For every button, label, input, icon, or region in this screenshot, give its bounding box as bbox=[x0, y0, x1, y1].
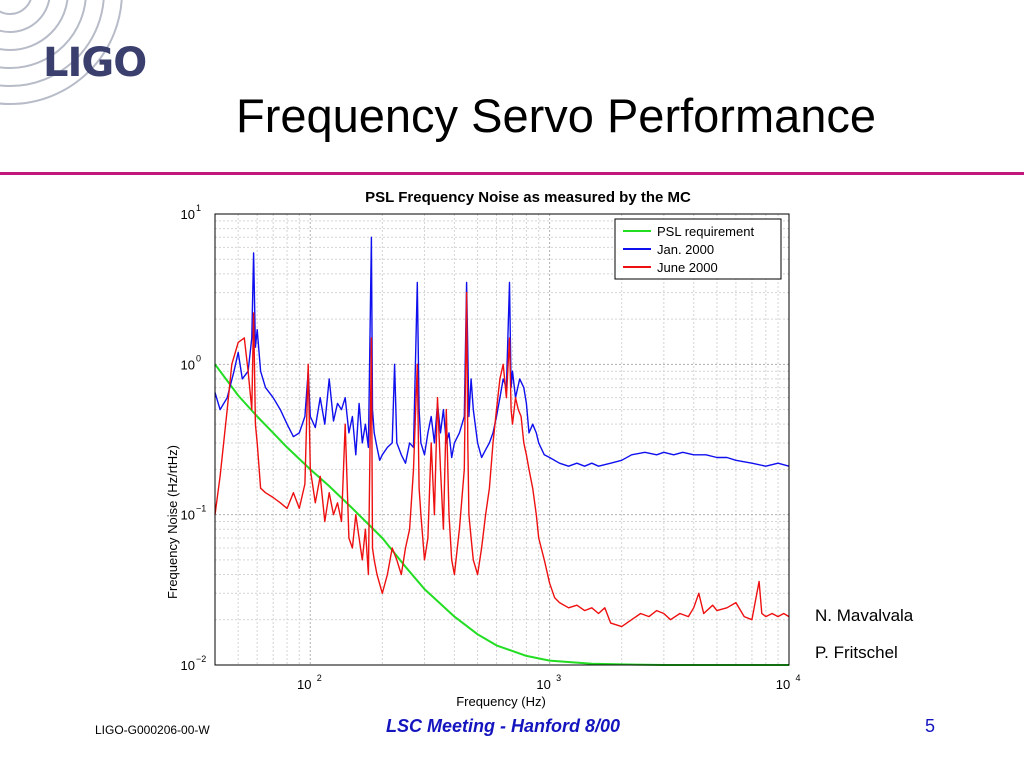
page-title: Frequency Servo Performance bbox=[236, 89, 877, 142]
logo-arcs-icon bbox=[0, 0, 123, 105]
series-line-3 bbox=[214, 291, 790, 628]
chart-x-label: Frequency (Hz) bbox=[456, 694, 546, 709]
ligo-logo: LIGO bbox=[0, 0, 170, 110]
author-credit-2: P. Fritschel bbox=[815, 643, 898, 662]
legend-label: June 2000 bbox=[657, 260, 718, 275]
y-tick-label: 10 bbox=[181, 207, 195, 222]
y-tick-exponent: −1 bbox=[196, 504, 206, 514]
meeting-label: LSC Meeting - Hanford 8/00 bbox=[386, 716, 621, 736]
x-tick-label: 10 bbox=[776, 677, 790, 692]
y-tick-label: 10 bbox=[181, 357, 195, 372]
y-tick-exponent: 0 bbox=[196, 353, 201, 363]
noise-chart: PSL Frequency Noise as measured by the M… bbox=[165, 189, 801, 709]
chart-y-label: Frequency Noise (Hz/rtHz) bbox=[165, 445, 180, 599]
chart-tick-labels: 10 2 10 3 10 410 −210 −110 010 1 bbox=[181, 203, 801, 692]
x-tick-exponent: 4 bbox=[795, 673, 800, 683]
plot-frame bbox=[214, 213, 790, 666]
chart-series bbox=[214, 236, 790, 666]
x-tick-label: 10 bbox=[297, 677, 311, 692]
y-tick-exponent: −2 bbox=[196, 654, 206, 664]
document-id: LIGO-G000206-00-W bbox=[95, 723, 210, 737]
chart-title: PSL Frequency Noise as measured by the M… bbox=[365, 189, 691, 206]
author-credit-1: N. Mavalvala bbox=[815, 606, 914, 625]
legend-label: PSL requirement bbox=[657, 224, 754, 239]
page-number: 5 bbox=[925, 716, 936, 736]
chart-legend: PSL requirement Jan. 2000 June 2000 bbox=[614, 218, 782, 280]
x-tick-exponent: 2 bbox=[317, 673, 322, 683]
title-divider bbox=[0, 172, 1024, 175]
y-tick-label: 10 bbox=[181, 508, 195, 523]
x-tick-label: 10 bbox=[536, 677, 550, 692]
series-line-1 bbox=[214, 363, 789, 666]
chart-container: PSL Frequency Noise as measured by the M… bbox=[158, 182, 808, 712]
logo-text: LIGO bbox=[43, 40, 147, 86]
x-tick-exponent: 3 bbox=[556, 673, 561, 683]
plot-background bbox=[215, 214, 789, 665]
y-tick-exponent: 1 bbox=[196, 203, 201, 213]
chart-grid bbox=[214, 214, 790, 665]
legend-label: Jan. 2000 bbox=[657, 242, 714, 257]
y-tick-label: 10 bbox=[181, 658, 195, 673]
